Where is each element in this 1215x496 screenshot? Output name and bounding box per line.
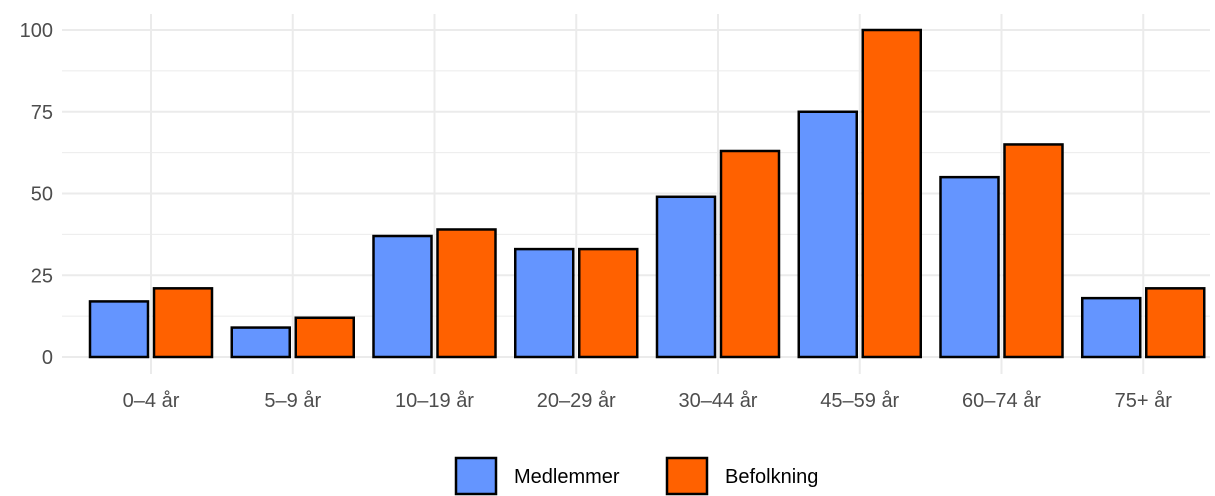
x-tick-label: 60–74 år	[962, 390, 1041, 412]
legend-key-medlemmer	[454, 456, 498, 496]
legend-item-befolkning: Befolkning	[665, 456, 818, 496]
y-axis-ticks: 0 25 50 75 100	[20, 20, 53, 369]
y-tick-label: 100	[20, 20, 53, 42]
bar-befolkning-6	[1003, 143, 1064, 359]
x-axis-ticks: 0–4 år 5–9 år 10–19 år 20–29 år 30–44 år 45–5…	[123, 390, 1173, 412]
legend-key-befolkning	[665, 456, 709, 496]
bar-befolkning-0	[152, 287, 214, 359]
y-tick-label: 25	[31, 265, 53, 287]
x-tick-label: 20–29 år	[537, 390, 616, 412]
legend-item-medlemmer: Medlemmer	[454, 456, 620, 496]
x-tick-label: 45–59 år	[820, 390, 899, 412]
bar-medlemmer-1	[230, 326, 291, 359]
y-tick-label: 50	[31, 184, 53, 206]
bar-medlemmer-2	[372, 234, 433, 359]
y-tick-label: 75	[31, 102, 53, 124]
bar-befolkning-4	[719, 149, 781, 359]
x-tick-label: 30–44 år	[679, 390, 758, 412]
y-tick-label: 0	[42, 347, 53, 369]
x-tick-label: 5–9 år	[264, 390, 321, 412]
bar-medlemmer-4	[655, 195, 717, 359]
bar-medlemmer-7	[1081, 296, 1142, 359]
x-tick-label: 75+ år	[1115, 390, 1173, 412]
bar-befolkning-7	[1145, 287, 1206, 359]
bar-befolkning-3	[578, 247, 639, 359]
legend: Medlemmer Befolkning	[454, 456, 818, 496]
x-tick-label: 0–4 år	[123, 390, 180, 412]
x-tick-label: 10–19 år	[395, 390, 474, 412]
bar-medlemmer-5	[797, 110, 858, 359]
bar-befolkning-1	[294, 316, 355, 359]
legend-label: Befolkning	[725, 466, 818, 488]
bars	[88, 28, 1206, 359]
bar-befolkning-2	[436, 228, 497, 359]
bar-medlemmer-3	[514, 247, 575, 359]
bar-befolkning-5	[861, 28, 922, 359]
bar-medlemmer-6	[939, 175, 1000, 359]
legend-label: Medlemmer	[514, 466, 620, 488]
bar-medlemmer-0	[88, 300, 150, 359]
